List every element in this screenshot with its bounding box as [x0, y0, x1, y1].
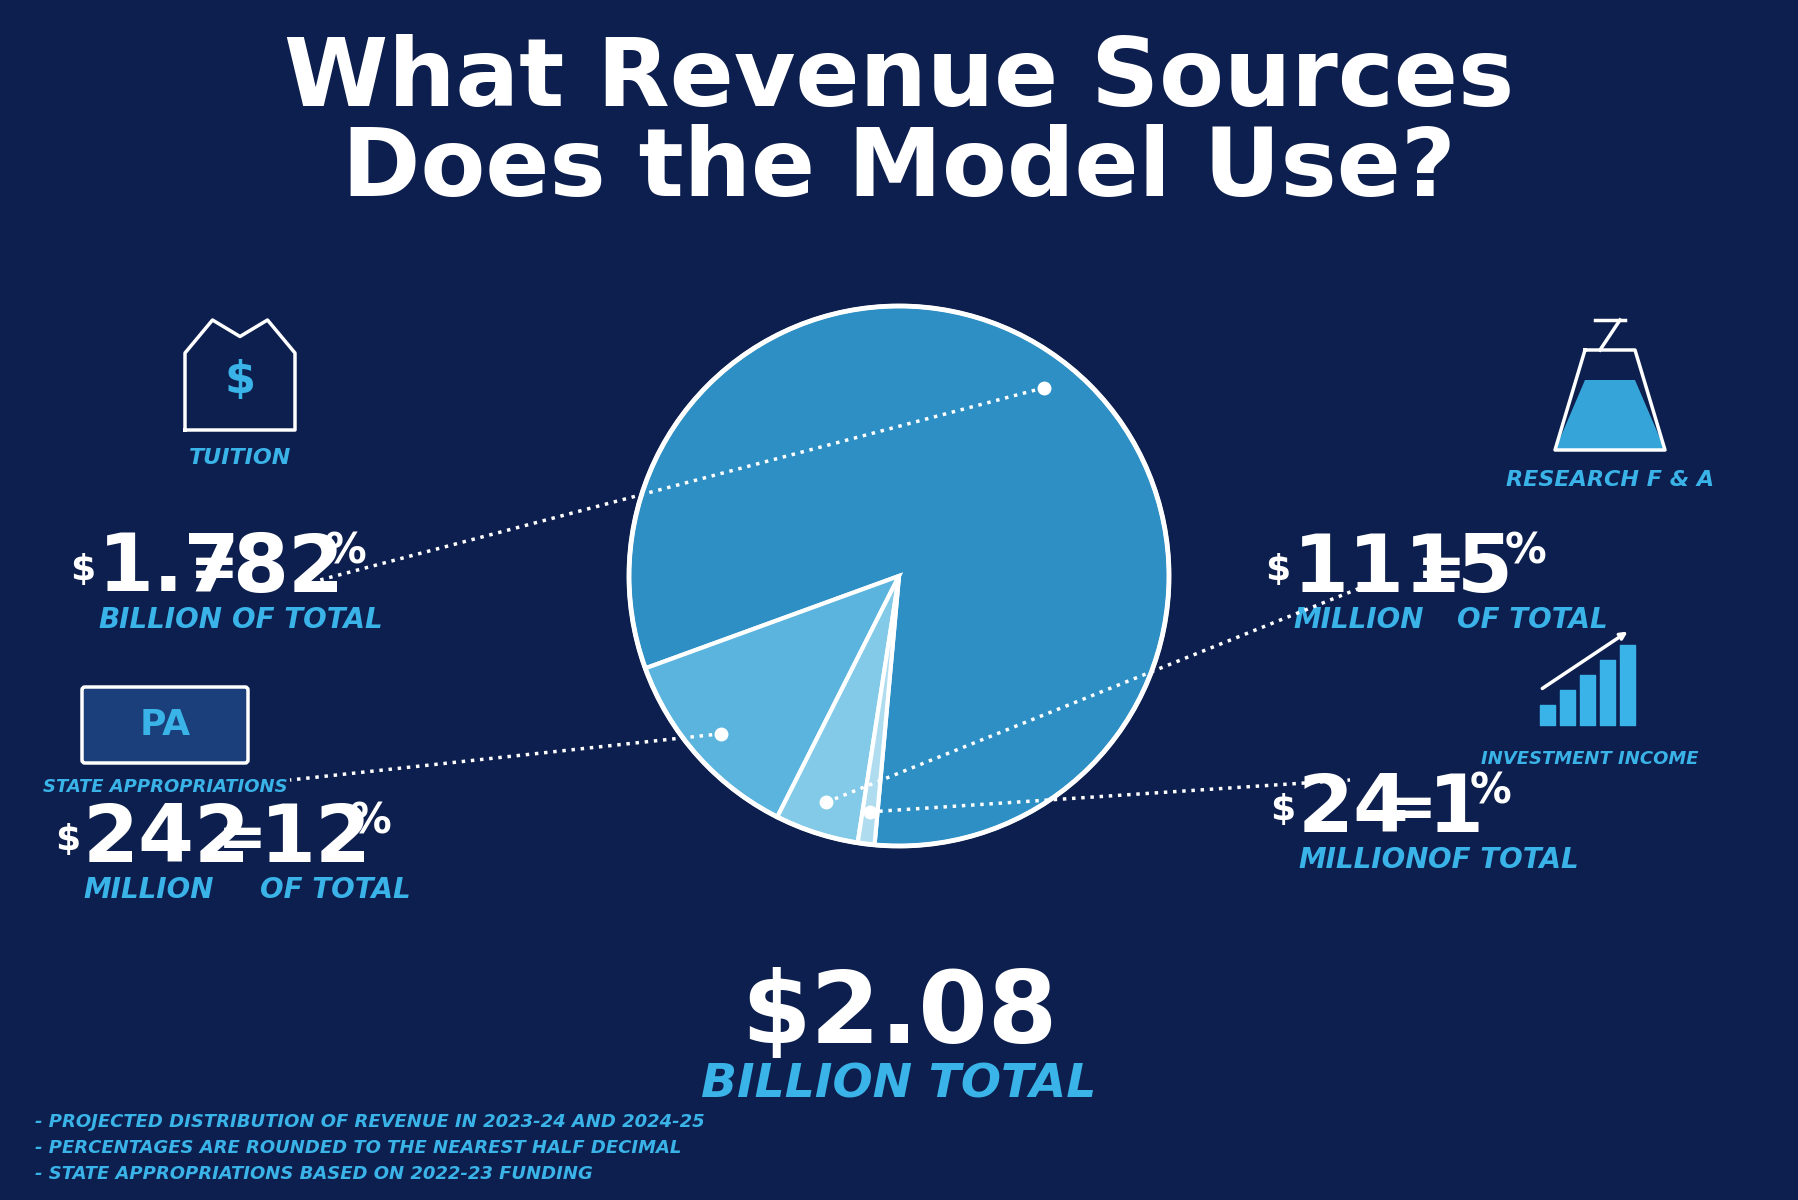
Text: %: % — [1505, 530, 1546, 572]
Text: What Revenue Sources: What Revenue Sources — [284, 34, 1514, 126]
Text: $2.08: $2.08 — [741, 966, 1057, 1063]
Text: %: % — [325, 530, 367, 572]
Text: RESEARCH F & A: RESEARCH F & A — [1507, 470, 1713, 490]
Text: INVESTMENT INCOME: INVESTMENT INCOME — [1482, 750, 1699, 768]
Text: - PROJECTED DISTRIBUTION OF REVENUE IN 2023-24 AND 2024-25: - PROJECTED DISTRIBUTION OF REVENUE IN 2… — [34, 1114, 705, 1130]
Text: 1.7: 1.7 — [99, 530, 241, 608]
Text: =: = — [1417, 541, 1465, 599]
Text: 24: 24 — [1298, 770, 1410, 850]
Text: 12: 12 — [261, 802, 372, 878]
Text: MILLION: MILLION — [83, 876, 214, 904]
Wedge shape — [777, 576, 899, 842]
Text: OF TOTAL: OF TOTAL — [261, 876, 410, 904]
Text: =: = — [1388, 781, 1437, 839]
Text: STATE APPROPRIATIONS: STATE APPROPRIATIONS — [43, 778, 288, 796]
Text: 1: 1 — [1428, 770, 1483, 850]
Text: =: = — [218, 811, 288, 869]
Text: OF TOTAL: OF TOTAL — [1456, 606, 1607, 634]
Text: OF TOTAL: OF TOTAL — [1428, 846, 1579, 874]
Text: - PERCENTAGES ARE ROUNDED TO THE NEAREST HALF DECIMAL: - PERCENTAGES ARE ROUNDED TO THE NEAREST… — [34, 1139, 681, 1157]
Text: $: $ — [1269, 793, 1295, 827]
Text: $: $ — [56, 823, 81, 857]
Text: 242: 242 — [83, 802, 252, 878]
Text: BILLION TOTAL: BILLION TOTAL — [701, 1062, 1097, 1108]
Text: $: $ — [70, 553, 95, 587]
Text: =: = — [191, 541, 259, 599]
Text: 5: 5 — [1456, 530, 1512, 608]
FancyBboxPatch shape — [83, 686, 248, 763]
Polygon shape — [1555, 380, 1665, 450]
Wedge shape — [645, 576, 899, 817]
Text: MILLION: MILLION — [1293, 606, 1424, 634]
Wedge shape — [629, 306, 1169, 846]
Text: PA: PA — [140, 708, 191, 742]
Text: MILLION: MILLION — [1298, 846, 1428, 874]
Text: BILLION: BILLION — [99, 606, 221, 634]
Text: $: $ — [1266, 553, 1291, 587]
Text: $: $ — [225, 359, 255, 402]
Wedge shape — [858, 576, 899, 845]
Text: OF TOTAL: OF TOTAL — [232, 606, 383, 634]
Text: 111: 111 — [1293, 530, 1462, 608]
Text: Does the Model Use?: Does the Model Use? — [342, 124, 1456, 216]
Text: TUITION: TUITION — [189, 448, 291, 468]
Text: 82: 82 — [232, 530, 343, 608]
Text: %: % — [351, 802, 392, 842]
Text: - STATE APPROPRIATIONS BASED ON 2022-23 FUNDING: - STATE APPROPRIATIONS BASED ON 2022-23 … — [34, 1165, 593, 1183]
Text: %: % — [1471, 770, 1512, 814]
